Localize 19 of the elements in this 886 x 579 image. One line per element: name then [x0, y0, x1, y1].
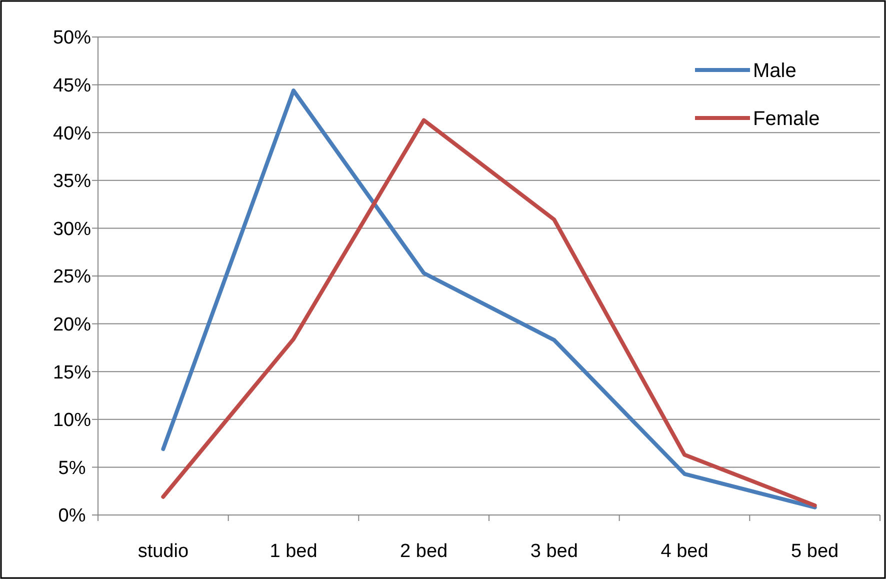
y-tick-label: 30%	[52, 218, 92, 240]
x-tick-label: 2 bed	[400, 541, 448, 562]
y-tick-label: 10%	[52, 410, 92, 432]
y-tick-label: 45%	[52, 75, 92, 96]
x-tick-label: 1 bed	[270, 541, 318, 562]
y-tick-label: 15%	[52, 362, 92, 384]
x-tick-label: studio	[138, 541, 189, 562]
y-tick-label: 0%	[58, 506, 86, 527]
legend-label: Male	[753, 60, 796, 82]
x-tick-label: 4 bed	[660, 541, 708, 562]
y-tick-label: 5%	[58, 458, 86, 479]
x-tick-label: 3 bed	[530, 541, 578, 562]
y-tick-label: 50%	[52, 28, 92, 49]
y-tick-label: 40%	[52, 123, 92, 144]
y-tick-label: 25%	[52, 266, 92, 288]
legend-label: Female	[753, 108, 820, 130]
y-tick-label: 35%	[52, 171, 92, 192]
x-tick-label: 5 bed	[791, 541, 839, 562]
y-tick-label: 20%	[52, 314, 92, 336]
